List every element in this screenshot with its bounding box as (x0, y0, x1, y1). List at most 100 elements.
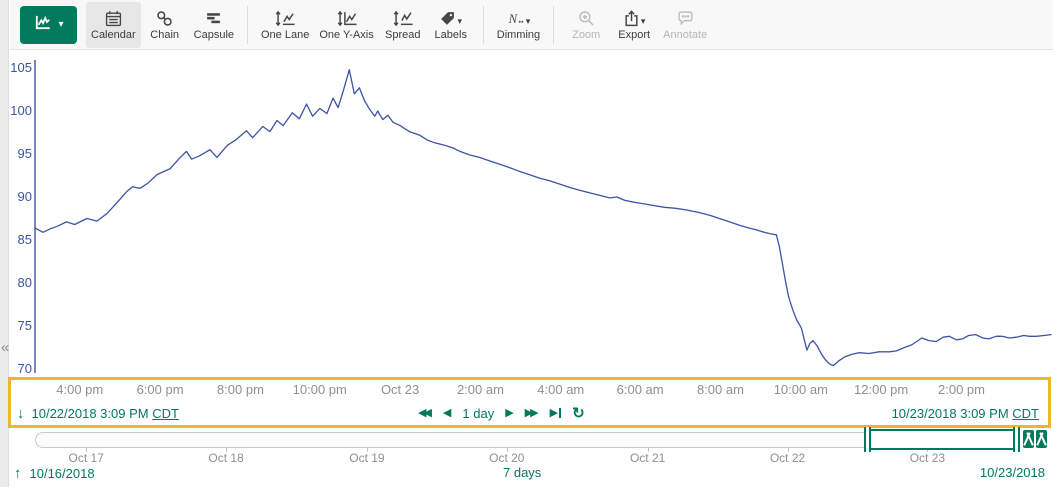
y-tick-label: 95 (17, 146, 32, 161)
chain-icon (156, 9, 173, 27)
one-y-axis-icon (336, 9, 358, 27)
timebar-day-tick (86, 444, 88, 452)
toolbar-separator (553, 5, 555, 44)
step-back-icon[interactable]: ◀ (442, 406, 452, 419)
collapse-panel-chevron-icon[interactable]: « (1, 339, 10, 356)
range-step-controls: ◀◀ ◀ 1 day ▶ ▶▶ ▶ ↻ (418, 406, 585, 421)
display-range-toolbar: ↓ 10/22/2018 3:09 PM CDT ◀◀ ◀ 1 day ▶ ▶▶… (12, 401, 1045, 425)
toolbar: ▾ Calendar Chain (10, 0, 1053, 50)
svg-text:N: N (507, 11, 518, 25)
y-tick-label: 100 (10, 103, 32, 118)
tag-icon (439, 9, 456, 27)
timebar-day-label: Oct 19 (349, 451, 385, 465)
trend-view-dropdown-button[interactable]: ▾ (20, 5, 77, 44)
capsule-range-duration: 7 days (503, 465, 542, 480)
collapsed-side-panel (0, 0, 9, 487)
y-tick-label: 70 (17, 361, 32, 376)
end-datetime[interactable]: 10/23/2018 3:09 PM CDT (891, 405, 1039, 421)
spread-button[interactable]: Spread (379, 2, 427, 48)
capsule-range-end: 10/23/2018 (979, 465, 1045, 480)
timebar-day-label: Oct 18 (208, 451, 244, 465)
export-icon (623, 9, 640, 27)
one-y-axis-label: One Y-Axis (319, 28, 374, 41)
one-lane-label: One Lane (261, 28, 310, 41)
toolbar-separator (247, 5, 248, 44)
calendar-icon (105, 9, 122, 27)
capsule-start-date: 10/16/2018 (29, 466, 95, 481)
y-tick-label: 85 (17, 232, 32, 247)
chain-button[interactable]: Chain (141, 2, 189, 48)
skip-arrow: ▶ (549, 406, 559, 419)
x-tick-label: Oct 23 (380, 382, 420, 397)
capsule-time-icon (205, 9, 222, 27)
selection-right-handle[interactable] (1013, 427, 1021, 452)
labels-button[interactable]: ▾ Labels (427, 2, 475, 48)
chain-label: Chain (150, 28, 180, 41)
x-tick-label: 4:00 am (537, 382, 585, 397)
one-lane-button[interactable]: One Lane (256, 2, 314, 48)
auto-update-icon[interactable]: ↻ (572, 404, 585, 422)
calendar-label: Calendar (91, 28, 136, 41)
display-range-start[interactable]: ↓ 10/22/2018 3:09 PM CDT (17, 405, 179, 422)
expand-right-glyph (1036, 430, 1047, 448)
timezone-link[interactable]: CDT (1012, 405, 1039, 421)
trend-chart-icon (33, 13, 53, 36)
dimming-label: Dimming (496, 28, 541, 41)
annotate-button[interactable]: Annotate (658, 2, 712, 48)
capsule-button[interactable]: Capsule (189, 2, 239, 48)
step-forward-full-icon[interactable]: ▶▶ (524, 406, 539, 419)
speech-bubble-icon (677, 9, 694, 27)
y-tick-label: 80 (17, 275, 32, 290)
x-tick-label: 10:00 pm (292, 382, 347, 397)
calendar-button[interactable]: Calendar (86, 1, 141, 48)
investigate-range-highlight (8, 377, 1051, 428)
timebar-day-tick (787, 444, 789, 452)
spread-label: Spread (385, 28, 421, 41)
annotate-label: Annotate (663, 28, 708, 41)
timebar-day-tick (647, 444, 649, 452)
timebar-selection[interactable] (868, 429, 1017, 450)
x-tick-label: 10:00 am (773, 382, 828, 397)
selection-left-handle[interactable] (864, 427, 872, 452)
timebar-day-tick (226, 444, 228, 452)
one-y-axis-button[interactable]: One Y-Axis (314, 2, 378, 48)
x-tick-label: 6:00 am (616, 382, 664, 397)
chevron-down-icon: ▾ (525, 15, 531, 26)
timebar-day-label: Oct 21 (629, 451, 666, 465)
chevron-down-icon: ▾ (640, 15, 646, 26)
expand-left-glyph (1023, 430, 1034, 448)
step-to-now-icon[interactable]: ▶ (549, 406, 562, 419)
y-tick-label: 105 (10, 60, 32, 75)
toolbar-separator (482, 5, 484, 44)
timebar-day-label: Oct 23 (909, 451, 946, 465)
display-range-end[interactable]: 10/23/2018 3:09 PM CDT (892, 406, 1039, 421)
capsule-label: Capsule (193, 28, 234, 41)
timezone-link[interactable]: CDT (152, 405, 179, 421)
step-size-label[interactable]: 1 day (462, 405, 495, 421)
timebar-day-label: Oct 22 (769, 451, 806, 465)
arrow-down-icon: ↓ (17, 404, 25, 422)
zoom-label: Zoom (572, 28, 601, 41)
capsule-range-start: ↑ 10/16/2018 (14, 465, 95, 482)
x-tick-label: 8:00 am (696, 382, 744, 397)
arrow-up-icon: ↑ (14, 465, 22, 482)
timebar-day-tick (506, 444, 508, 452)
dimming-icon: N (507, 9, 525, 27)
x-tick-label: 2:00 am (456, 382, 504, 397)
x-tick-label: 12:00 pm (854, 382, 909, 397)
start-datetime[interactable]: 10/22/2018 3:09 PM CDT (31, 405, 179, 421)
x-tick-label: 2:00 pm (937, 382, 985, 397)
spread-icon (392, 9, 414, 27)
timebar-day-tick (366, 444, 368, 452)
zoom-button[interactable]: Zoom (562, 2, 610, 48)
x-tick-label: 8:00 pm (216, 382, 264, 397)
dimming-button[interactable]: N ▾ Dimming (492, 2, 545, 48)
timebar-day-label: Oct 20 (489, 451, 525, 465)
step-forward-icon[interactable]: ▶ (505, 406, 514, 419)
export-button[interactable]: ▾ Export (610, 2, 658, 48)
timebar-day-label: Oct 17 (68, 451, 104, 465)
expand-range-icon[interactable] (1023, 430, 1047, 448)
labels-label: Labels (434, 28, 467, 41)
step-back-full-icon[interactable]: ◀◀ (418, 406, 432, 419)
